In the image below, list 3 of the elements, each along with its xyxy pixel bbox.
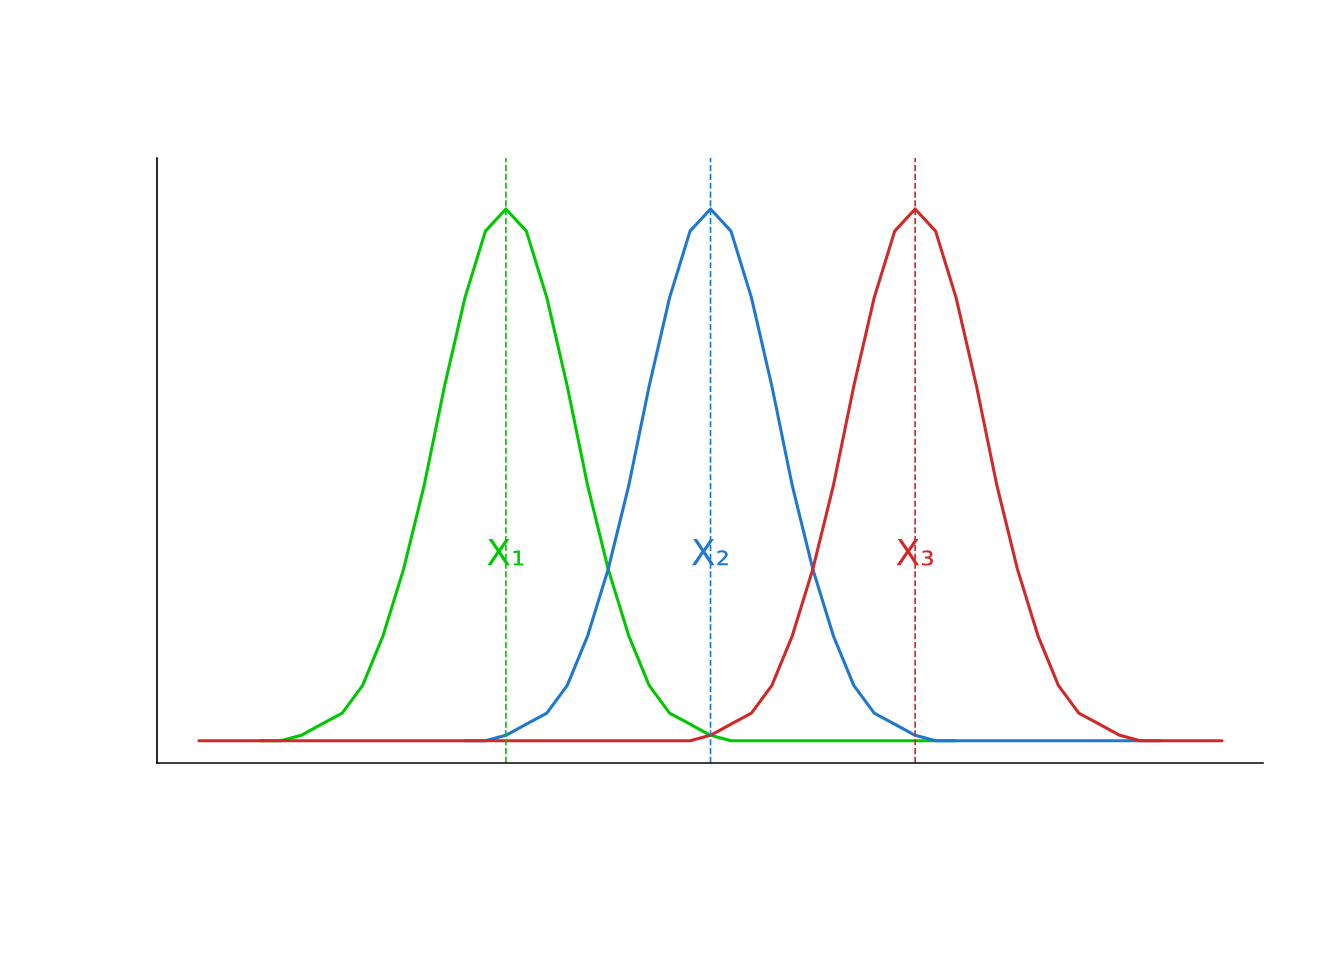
annotation: X₂ [691,538,728,566]
annotation: X₁ [487,538,524,566]
annotation: X₃ [896,538,933,566]
